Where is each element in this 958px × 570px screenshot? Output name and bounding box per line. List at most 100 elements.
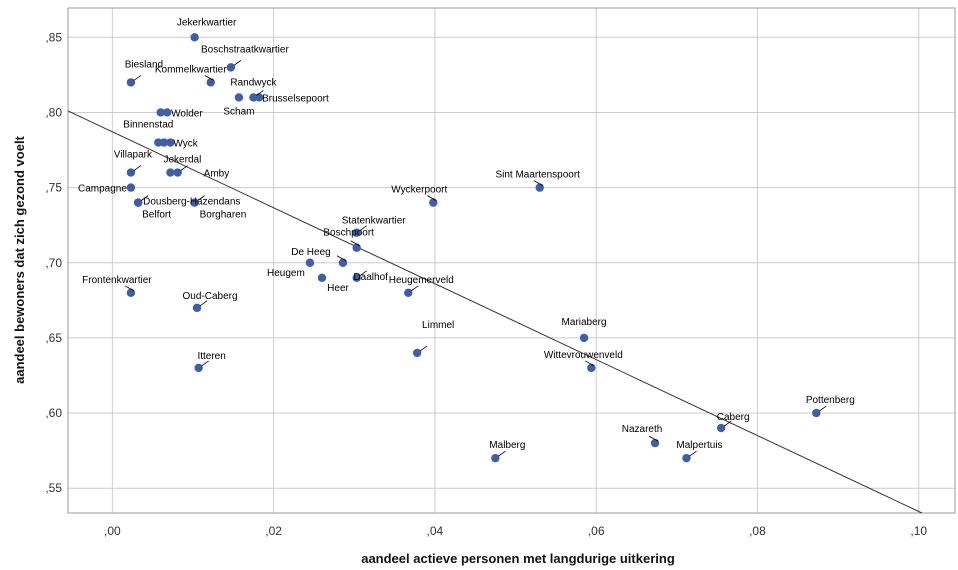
label-leader-line <box>233 60 242 66</box>
x-axis-title: aandeel actieve personen met langdurige … <box>361 551 675 566</box>
tick-label-layer: ,00 ,02 ,04 ,06 ,08 ,10 ,55 ,60 ,65 ,70 ,75 ,80 ,85 <box>45 30 927 538</box>
point-label: Wolder <box>171 108 203 119</box>
point-label: Sint Maartenspoort <box>495 170 580 181</box>
point-label: Wyck <box>173 139 198 150</box>
point-label: Campagne <box>78 184 127 195</box>
label-leader-line <box>411 285 419 292</box>
label-leader-line <box>723 420 732 427</box>
point-label: Heugem <box>267 268 305 279</box>
data-point <box>162 108 172 117</box>
data-point <box>159 138 169 147</box>
point-label: Daalhof <box>353 272 388 283</box>
data-point <box>317 273 327 282</box>
label-leader-line <box>140 195 149 201</box>
y-tick-label: ,60 <box>45 406 62 420</box>
label-leader-line <box>133 165 142 171</box>
data-point <box>352 243 361 252</box>
point-label: Wyckerpoort <box>391 185 447 196</box>
grid-layer <box>68 8 955 513</box>
label-leader-line <box>336 255 347 262</box>
point-label: De Heeg <box>291 247 330 258</box>
y-tick-label: ,65 <box>45 331 62 345</box>
point-label: Caberg <box>717 412 750 423</box>
label-leader-line <box>199 300 208 307</box>
label-leader-line <box>498 450 506 457</box>
x-tick-label: ,02 <box>265 524 282 538</box>
label-leader-line <box>427 195 437 201</box>
point-label-layer: Jekerkwartier Boschstraatkwartier Biesland… <box>78 17 855 457</box>
data-point <box>126 288 136 298</box>
data-point <box>190 198 199 207</box>
label-leader-line <box>359 270 367 277</box>
fit-line-layer <box>67 110 923 514</box>
data-point <box>535 183 544 192</box>
data-point <box>812 408 821 418</box>
data-point <box>352 228 361 237</box>
point-label: Mariaberg <box>562 317 607 328</box>
label-leader-line <box>350 240 360 247</box>
data-point <box>226 63 236 72</box>
label-leader-line <box>204 75 214 81</box>
label-leader-line <box>585 360 595 367</box>
point-label: Itteren <box>197 351 225 362</box>
y-tick-label: ,75 <box>45 181 62 195</box>
point-label: Kommelkwartier <box>155 64 227 75</box>
data-point-layer <box>126 33 821 463</box>
x-tick-label: ,06 <box>588 524 605 538</box>
point-label: Malberg <box>489 440 525 451</box>
data-point <box>716 423 726 433</box>
data-point <box>190 33 199 42</box>
point-label: Jekerdal <box>164 155 202 166</box>
point-label: Belfort <box>142 210 171 221</box>
data-point <box>234 93 244 102</box>
point-label: Biesland <box>125 59 163 70</box>
point-label: Randwyck <box>230 77 277 88</box>
point-label: Heer <box>327 283 349 294</box>
y-axis-title: aandeel bewoners dat zich gezond voelt <box>12 135 27 383</box>
point-label: Malpertuis <box>676 440 722 451</box>
label-leader-line <box>133 75 142 81</box>
point-label: Borgharen <box>200 210 247 221</box>
plot-frame <box>67 7 956 514</box>
data-point <box>412 348 422 358</box>
point-label: Scham <box>223 106 254 117</box>
point-label: Villapark <box>114 150 153 161</box>
point-label: Limmel <box>422 320 454 331</box>
point-label: Boschstraatkwartier <box>201 44 289 55</box>
point-label: Wittevrouwenveld <box>544 350 623 361</box>
label-leader-line <box>419 345 428 352</box>
data-point <box>429 198 438 207</box>
y-tick-label: ,70 <box>45 256 62 270</box>
data-point <box>133 198 143 207</box>
point-label: Dousberg-Hazendans <box>143 197 240 208</box>
y-tick-label: ,85 <box>45 30 62 44</box>
data-point <box>352 273 361 282</box>
data-point <box>206 78 215 87</box>
data-point <box>682 453 691 463</box>
label-leader-line <box>197 195 205 201</box>
point-label: Oud-Caberg <box>183 291 238 302</box>
label-leader-line <box>648 435 659 442</box>
label-leader-line <box>124 285 135 292</box>
data-point <box>173 168 182 177</box>
data-point <box>650 438 660 448</box>
point-label: Frontenkwartier <box>82 275 152 286</box>
label-leader-line <box>819 405 827 412</box>
label-leader-line <box>533 180 543 186</box>
label-leader-line <box>359 225 367 232</box>
x-tick-label: ,08 <box>749 524 766 538</box>
data-point <box>404 288 413 298</box>
data-point <box>156 108 165 117</box>
data-point <box>587 363 596 373</box>
data-point <box>338 258 348 267</box>
data-point <box>192 303 202 313</box>
label-leader-line <box>201 360 209 367</box>
label-leader-line <box>689 450 697 457</box>
data-point <box>126 183 136 192</box>
fit-line <box>67 110 923 514</box>
point-label: Binnenstad <box>123 120 173 131</box>
data-point <box>305 258 315 267</box>
point-label: Boschpoort <box>323 228 374 239</box>
point-label: Jekerkwartier <box>177 17 237 28</box>
